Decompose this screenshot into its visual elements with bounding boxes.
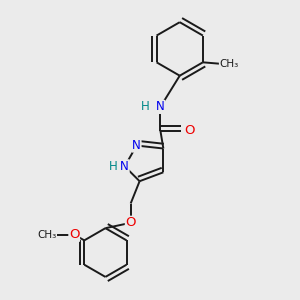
Text: N: N [156,100,165,113]
Text: N: N [120,160,129,173]
Text: CH₃: CH₃ [37,230,56,240]
Text: N: N [132,139,141,152]
Text: O: O [69,228,80,241]
Text: O: O [184,124,195,137]
Text: O: O [125,216,136,229]
Text: CH₃: CH₃ [219,59,239,69]
Text: H: H [141,100,150,113]
Text: H: H [109,160,117,173]
